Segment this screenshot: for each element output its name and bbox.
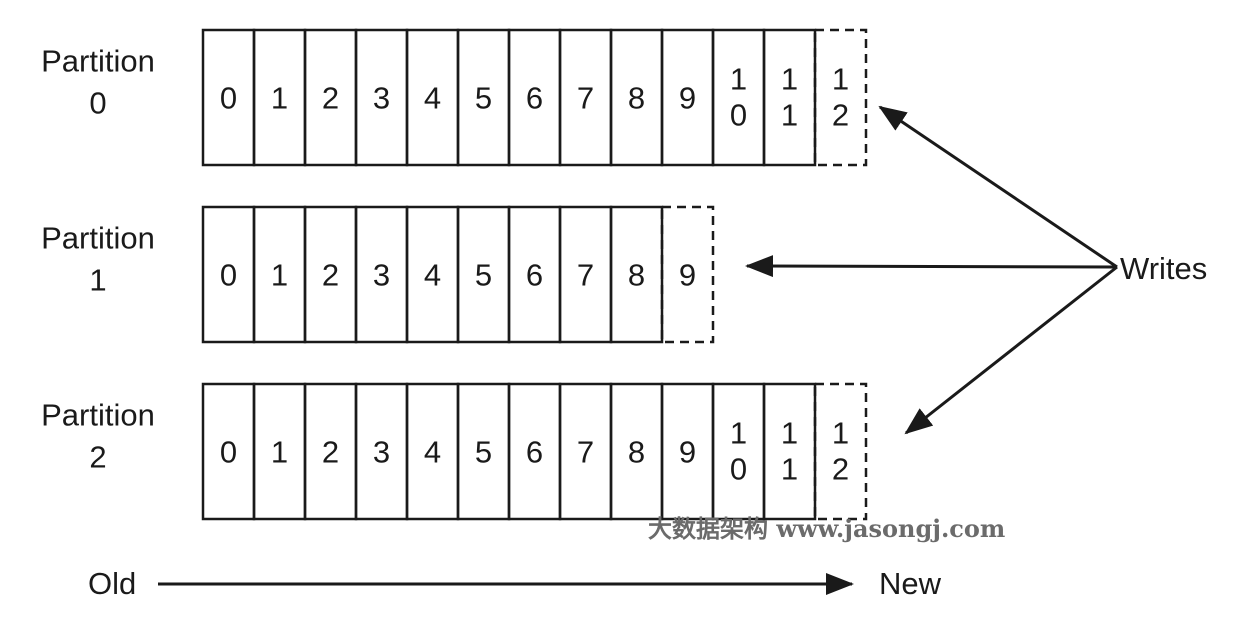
next-offset-label: 9 — [679, 258, 696, 293]
offset-label: 9 — [679, 435, 696, 470]
timeline-old-label: Old — [88, 566, 136, 601]
offset-label: 0 — [220, 435, 237, 470]
partition-label: Partition 2 — [41, 398, 155, 475]
writes-label: Writes — [1120, 251, 1207, 286]
offset-label: 2 — [322, 258, 339, 293]
next-offset-cell — [813, 28, 868, 167]
offset-label: 4 — [424, 258, 441, 293]
offset-label: 0 — [220, 81, 237, 116]
partition-0: Partition 0 0 1 2 3 4 5 6 7 8 91 01 11 2 — [41, 28, 868, 167]
offset-label: 1 — [271, 435, 288, 470]
offset-label: 6 — [526, 258, 543, 293]
offset-label: 3 — [373, 435, 390, 470]
offset-label: 7 — [577, 435, 594, 470]
offset-label: 6 — [526, 81, 543, 116]
offset-label: 2 — [322, 81, 339, 116]
write-arrow-partition-2 — [904, 265, 1118, 435]
offset-label: 3 — [373, 258, 390, 293]
offset-label: 8 — [628, 81, 645, 116]
offset-label: 8 — [628, 258, 645, 293]
write-arrow-partition-1 — [745, 255, 1118, 278]
write-arrow-partition-0 — [878, 105, 1118, 269]
offset-label: 2 — [322, 435, 339, 470]
next-offset-cell — [660, 205, 715, 344]
offset-label: 5 — [475, 258, 492, 293]
timeline-new-label: New — [879, 566, 942, 601]
offset-label: 7 — [577, 81, 594, 116]
next-offset-cell — [813, 382, 868, 521]
write-arrows — [745, 105, 1118, 435]
offset-label: 9 — [679, 81, 696, 116]
offset-label: 6 — [526, 435, 543, 470]
partition-1: Partition 1 0 1 2 3 4 5 6 7 8 9 — [41, 205, 715, 344]
offset-label: 4 — [424, 81, 441, 116]
offset-label: 3 — [373, 81, 390, 116]
offset-label: 7 — [577, 258, 594, 293]
partition-label: Partition 1 — [41, 221, 155, 298]
offset-label: 5 — [475, 435, 492, 470]
offset-label: 1 — [271, 258, 288, 293]
watermark-text: 大数据架构 www.jasongj.com — [648, 514, 1005, 543]
partition-label: Partition 0 — [41, 44, 155, 121]
offset-label: 0 — [220, 258, 237, 293]
offset-label: 4 — [424, 435, 441, 470]
offset-label: 8 — [628, 435, 645, 470]
offset-label: 1 — [271, 81, 288, 116]
partition-2: Partition 2 0 1 2 3 4 5 6 7 8 91 01 11 2 — [41, 382, 868, 521]
offset-label: 5 — [475, 81, 492, 116]
